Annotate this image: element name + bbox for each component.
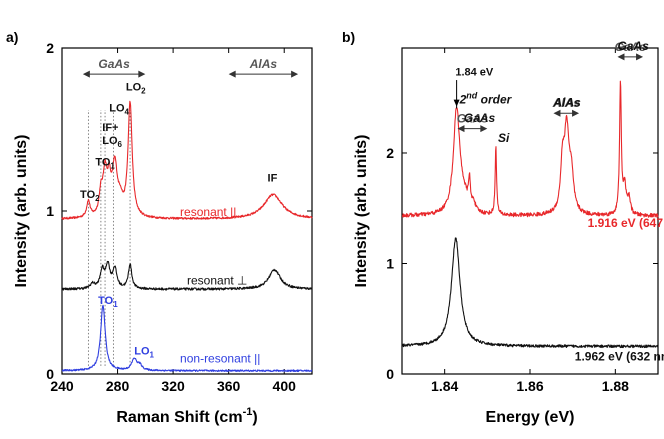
panel-b-y-axis-title: Intensity (arb. units) — [353, 135, 370, 288]
panel-b-xtick-label: 1.88 — [602, 378, 629, 394]
panel-b-series-1-line — [401, 237, 659, 349]
panel-a-series-label: resonant || — [180, 205, 236, 219]
panel-a-region-label: AlAs — [249, 57, 278, 71]
panel-b-ytick-label: 1 — [386, 255, 394, 271]
panel-a-arrowhead-right — [138, 70, 146, 78]
panel-a-xtick-label: 320 — [161, 378, 185, 394]
panel-b-arrowhead-left — [617, 53, 625, 61]
panel-b-arrowhead-right — [480, 125, 488, 133]
panel-b-xtick-label: 1.86 — [516, 378, 543, 394]
panel-a-arrowhead-right — [291, 70, 299, 78]
panel-a-xtick-label: 400 — [273, 378, 297, 394]
panel-a-peak-annotation: LO4 — [109, 103, 129, 117]
panel-b-peak-annotation: GaAs — [617, 39, 649, 53]
panel-b-peak-annotation: GaAs — [464, 111, 496, 125]
panel-b-arrowhead-left — [457, 125, 465, 133]
panel-b-region-label: AlAs — [552, 96, 581, 110]
panel-b-x-axis-title: Energy (eV) — [486, 409, 575, 426]
panel-a-xtick-label: 240 — [50, 378, 74, 394]
panel-a-x-axis-title: Raman Shift (cm-1) — [116, 406, 257, 426]
panel-a-peak-annotation: IF — [268, 173, 278, 185]
panel-b-chart: 1.84 1.86 1.88 0 1 2 Energy (eV) Intensity (arb… — [353, 39, 664, 426]
panel-b-series-0-line — [401, 80, 659, 218]
panel-b-pointer-arrowhead — [453, 99, 460, 107]
panel-a-region-label: GaAs — [98, 57, 130, 71]
panel-a-series-1-line — [61, 260, 313, 291]
panel-b-region-label: GaAs — [615, 40, 647, 54]
panel-a-xtick-label: 360 — [217, 378, 241, 394]
panel-a-arrowhead-left — [228, 70, 236, 78]
panel-a-peak-annotation: LO1 — [134, 345, 154, 359]
panel-a-ytick-label: 2 — [46, 40, 54, 56]
panel-a-peak-annotation: TO2 — [80, 189, 100, 203]
panel-a-ytick-label: 0 — [46, 366, 54, 382]
panel-b-peak-annotation: 1.84 eV — [455, 67, 494, 79]
panel-a-series-label: non-resonant || — [180, 352, 260, 366]
panel-b-arrowhead-left — [553, 109, 561, 117]
panel-a-y-axis-title: Intensity (arb. units) — [13, 135, 30, 288]
panel-b-peak-annotation: 2nd order — [459, 90, 513, 106]
panel-a-peak-annotation: TO1 — [98, 295, 118, 309]
panel-b-ytick-label: 0 — [386, 366, 394, 382]
panel-a-arrowhead-left — [82, 70, 90, 78]
panel-b-xtick-label: 1.84 — [431, 378, 458, 394]
panel-b-series-label: 1.916 eV (647 nm) — [588, 216, 664, 230]
panel-a-series-0-line — [61, 100, 313, 220]
panel-a-peak-annotation: IF+ — [102, 122, 118, 134]
panel-a-peak-annotation: LO2 — [126, 81, 146, 95]
panel-b-region-label: GaAs — [457, 112, 489, 126]
panel-a-series-label: resonant ⊥ — [187, 273, 248, 287]
panel-a-ytick-label: 1 — [46, 203, 54, 219]
panel-b-peak-annotation: Si — [498, 131, 510, 145]
panel-a-peak-annotation: TO1 — [95, 156, 115, 170]
panel-b-ytick-label: 2 — [386, 145, 394, 161]
panel-a-chart: 240 280 320 360 400 0 1 2 Raman Shift (cm-1) Inte… — [13, 40, 313, 426]
panel-a-xtick-label: 280 — [106, 378, 130, 394]
panel-b-arrowhead-right — [572, 109, 580, 117]
panel-b-series-label: 1.962 eV (632 nm) — [575, 350, 664, 364]
panel-b-peak-annotation: AlAs — [552, 96, 581, 110]
panel-a-label: a) — [6, 29, 18, 45]
panel-a-series-2-line — [61, 304, 313, 373]
panel-b-label: b) — [342, 29, 355, 45]
panel-b-arrowhead-right — [636, 53, 644, 61]
panel-a-peak-annotation: LO6 — [102, 135, 122, 149]
